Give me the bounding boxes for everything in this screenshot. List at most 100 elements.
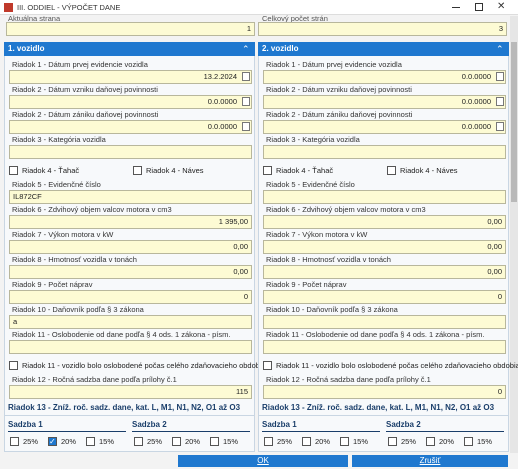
field-label: Riadok 11 - Oslobodenie od dane podľa § …	[12, 330, 231, 339]
input-field[interactable]: 0,00	[263, 265, 506, 279]
field-label: Riadok 1 - Dátum prvej evidencie vozidla	[266, 60, 402, 69]
checkbox-label: 25%	[401, 437, 417, 446]
checkbox[interactable]	[263, 361, 272, 370]
input-field[interactable]: 115	[9, 385, 252, 399]
input-field[interactable]: 1 395,00	[9, 215, 252, 229]
input-field[interactable]: 0.0.0000	[9, 120, 252, 134]
checkbox[interactable]	[9, 166, 18, 175]
input-field[interactable]	[9, 340, 252, 354]
input-field[interactable]: 0.0.0000	[263, 120, 506, 134]
calendar-icon[interactable]	[242, 97, 250, 106]
checkbox[interactable]	[210, 437, 219, 446]
input-field[interactable]: 0	[263, 290, 506, 304]
input-field[interactable]: 0.0.0000	[263, 70, 506, 84]
field-label: Riadok 2 - Dátum zániku daňovej povinnos…	[266, 110, 413, 119]
input-field[interactable]: 0.0.0000	[263, 95, 506, 109]
input-field[interactable]: 13.2.2024	[9, 70, 252, 84]
checkbox-label: 15%	[477, 437, 493, 446]
checkbox[interactable]: ✓	[48, 437, 57, 446]
checkbox-label: Riadok 11 - vozidlo bolo oslobodené poča…	[276, 361, 518, 370]
field-label: Riadok 9 - Počet náprav	[266, 280, 347, 289]
checkbox-label: Riadok 11 - vozidlo bolo oslobodené poča…	[22, 361, 266, 370]
checkbox[interactable]	[302, 437, 311, 446]
close-button[interactable]: ✕	[497, 1, 506, 12]
field-label: Riadok 5 - Evidenčné číslo	[12, 180, 101, 189]
rate-label: Sadzba 1	[8, 420, 43, 429]
collapse-icon[interactable]: ⌃	[496, 44, 504, 54]
field-label: Riadok 6 - Zdvihový objem valcov motora …	[12, 205, 172, 214]
calendar-icon[interactable]	[242, 122, 250, 131]
input-field[interactable]	[263, 340, 506, 354]
divider	[258, 415, 509, 416]
input-field[interactable]: 0,00	[263, 215, 506, 229]
input-field[interactable]: 0,00	[9, 265, 252, 279]
checkbox[interactable]	[340, 437, 349, 446]
maximize-button[interactable]	[475, 3, 483, 11]
field-label: Riadok 3 - Kategória vozidla	[266, 135, 360, 144]
input-field[interactable]: 0	[263, 385, 506, 399]
field-label: Riadok 10 - Daňovník podľa § 3 zákona	[12, 305, 144, 314]
total-pages-field[interactable]: 3	[258, 22, 507, 36]
checkbox[interactable]	[172, 437, 181, 446]
rate-label: Sadzba 2	[132, 420, 167, 429]
checkbox[interactable]	[134, 437, 143, 446]
rate-label: Sadzba 2	[386, 420, 421, 429]
checkbox[interactable]	[9, 361, 18, 370]
scrollbar-thumb[interactable]	[511, 42, 517, 202]
input-field[interactable]	[263, 315, 506, 329]
input-field[interactable]: 0.0.0000	[9, 95, 252, 109]
field-label: Riadok 7 - Výkon motora v kW	[12, 230, 114, 239]
checkbox[interactable]	[86, 437, 95, 446]
input-field[interactable]	[263, 190, 506, 204]
checkbox-label: 15%	[223, 437, 239, 446]
field-label: Riadok 6 - Zdvihový objem valcov motora …	[266, 205, 426, 214]
field-label: Riadok 8 - Hmotnosť vozidla v tonách	[266, 255, 391, 264]
app-icon	[4, 3, 13, 12]
calendar-icon[interactable]	[242, 72, 250, 81]
rate-underline	[8, 431, 126, 432]
scrollbar[interactable]	[510, 16, 518, 456]
section-title: Riadok 13 - Zníž. roč. sadz. dane, kat. …	[8, 403, 241, 412]
checkbox[interactable]	[464, 437, 473, 446]
field-label: Riadok 12 - Ročná sadzba dane podľa príl…	[266, 375, 431, 384]
checkbox[interactable]	[426, 437, 435, 446]
checkbox-label: 25%	[147, 437, 163, 446]
checkbox[interactable]	[10, 437, 19, 446]
checkbox-label: 25%	[23, 437, 39, 446]
calendar-icon[interactable]	[496, 122, 504, 131]
calendar-icon[interactable]	[496, 97, 504, 106]
calendar-icon[interactable]	[496, 72, 504, 81]
ok-button[interactable]: OK	[178, 455, 348, 467]
checkbox-label: 25%	[277, 437, 293, 446]
input-field[interactable]: IL872CF	[9, 190, 252, 204]
field-label: Riadok 10 - Daňovník podľa § 3 zákona	[266, 305, 398, 314]
checkbox[interactable]	[388, 437, 397, 446]
current-page-field[interactable]: 1	[6, 22, 255, 36]
field-label: Riadok 8 - Hmotnosť vozidla v tonách	[12, 255, 137, 264]
input-field[interactable]: 0,00	[9, 240, 252, 254]
divider	[4, 415, 255, 416]
field-label: Riadok 2 - Dátum vzniku daňovej povinnos…	[12, 85, 158, 94]
checkbox[interactable]	[133, 166, 142, 175]
checkbox[interactable]	[264, 437, 273, 446]
field-label: Riadok 11 - Oslobodenie od dane podľa § …	[266, 330, 485, 339]
checkbox-label: Riadok 4 - Ťahač	[22, 166, 80, 175]
input-field[interactable]: a	[9, 315, 252, 329]
field-label: Riadok 9 - Počet náprav	[12, 280, 93, 289]
minimize-button[interactable]	[452, 7, 460, 8]
input-field[interactable]	[263, 145, 506, 159]
checkbox[interactable]	[263, 166, 272, 175]
title-bar	[0, 0, 518, 15]
checkbox-label: 15%	[353, 437, 369, 446]
field-label: Riadok 12 - Ročná sadzba dane podľa príl…	[12, 375, 177, 384]
panel-header: 2. vozidlo	[258, 42, 509, 56]
input-field[interactable]	[9, 145, 252, 159]
rate-label: Sadzba 1	[262, 420, 297, 429]
input-field[interactable]: 0	[9, 290, 252, 304]
rate-underline	[262, 431, 380, 432]
cancel-button[interactable]: Zrušiť	[352, 455, 508, 467]
collapse-icon[interactable]: ⌃	[242, 44, 250, 54]
input-field[interactable]: 0,00	[263, 240, 506, 254]
checkbox[interactable]	[387, 166, 396, 175]
